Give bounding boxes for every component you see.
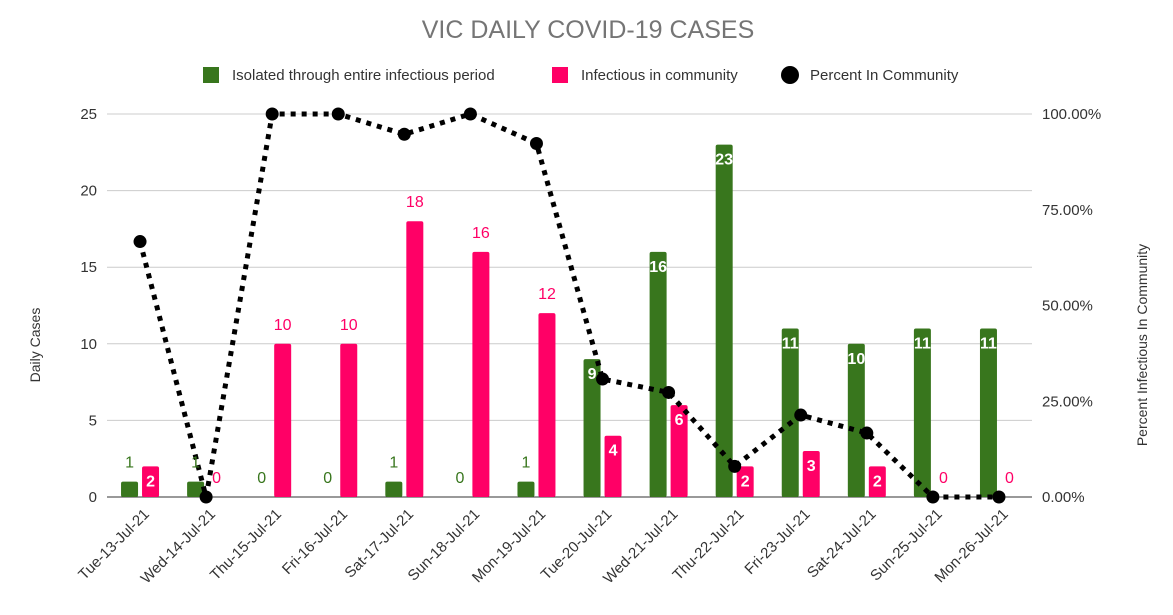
bar-infectious: [538, 313, 556, 497]
percent-point: [728, 459, 742, 473]
data-label-isolated: 1: [522, 455, 531, 472]
percent-point: [463, 107, 477, 121]
bar-isolated: [649, 251, 667, 497]
legend-marker-percent: [781, 66, 799, 84]
y2-tick-label: 75.00%: [1042, 202, 1093, 219]
data-label-infectious: 10: [274, 317, 292, 334]
legend-swatch-infectious: [552, 67, 568, 83]
y-tick-label: 25: [80, 106, 97, 123]
y-tick-label: 5: [89, 412, 97, 429]
data-label-isolated: 0: [257, 470, 266, 487]
data-label-infectious: 3: [807, 458, 816, 475]
legend-label-isolated: Isolated through entire infectious perio…: [232, 67, 495, 84]
percent-point: [133, 235, 147, 249]
data-label-infectious: 16: [472, 225, 490, 242]
data-label-infectious: 12: [538, 286, 556, 303]
percent-point: [860, 426, 874, 440]
y-tick-label: 0: [89, 489, 97, 506]
data-label-infectious: 18: [406, 194, 424, 211]
bar-isolated: [913, 328, 931, 497]
y-axis-title: Daily Cases: [27, 308, 43, 383]
data-label-infectious: 2: [146, 473, 155, 490]
percent-point: [992, 490, 1006, 504]
data-label-isolated: 16: [649, 259, 667, 276]
data-label-isolated: 1: [191, 455, 200, 472]
percent-point: [529, 136, 543, 150]
bar-isolated: [385, 481, 403, 497]
percent-point: [199, 490, 213, 504]
x-tick-label: Fri-23-Jul-21: [741, 506, 813, 578]
bar-isolated: [517, 481, 535, 497]
bar-infectious: [142, 466, 160, 497]
y2-tick-label: 50.00%: [1042, 298, 1093, 315]
legend-swatch-isolated: [203, 67, 219, 83]
x-tick-label: Fri-16-Jul-21: [279, 506, 351, 578]
bar-isolated: [715, 144, 733, 497]
data-label-infectious: 0: [1005, 470, 1014, 487]
data-label-isolated: 9: [588, 366, 597, 383]
bars: [121, 144, 997, 498]
y2-tick-label: 100.00%: [1042, 106, 1101, 123]
data-label-infectious: 2: [873, 473, 882, 490]
data-label-isolated: 11: [980, 335, 997, 352]
bar-infectious: [736, 466, 754, 497]
y2-tick-label: 0.00%: [1042, 489, 1085, 506]
data-label-isolated: 0: [455, 470, 464, 487]
percent-point: [662, 385, 676, 399]
data-label-infectious: 10: [340, 317, 358, 334]
percent-point: [794, 408, 808, 422]
data-label-isolated: 1: [389, 455, 398, 472]
legend-label-infectious: Infectious in community: [581, 67, 738, 84]
bar-infectious: [340, 343, 358, 497]
legend-label-percent: Percent In Community: [810, 67, 959, 84]
bar-isolated: [847, 343, 865, 497]
data-label-infectious: 6: [675, 412, 684, 429]
data-label-infectious: 0: [212, 470, 221, 487]
percent-point: [265, 107, 279, 121]
bar-infectious: [604, 435, 622, 497]
percent-point: [331, 107, 345, 121]
percent-point: [596, 372, 610, 386]
data-label-isolated: 0: [323, 470, 332, 487]
bar-infectious: [670, 405, 688, 497]
data-label-isolated: 11: [782, 335, 799, 352]
bar-infectious: [868, 466, 886, 497]
y2-axis-title: Percent Infectious In Community: [1134, 244, 1150, 446]
legend: Isolated through entire infectious perio…: [203, 66, 959, 84]
data-label-isolated: 10: [847, 351, 865, 368]
y-tick-label: 10: [80, 336, 97, 353]
data-label-infectious: 0: [939, 470, 948, 487]
gridlines: [107, 113, 1032, 498]
x-tick-label: Thu-15-Jul-21: [207, 506, 285, 584]
data-label-infectious: 2: [741, 473, 750, 490]
percent-line: [133, 107, 1006, 504]
data-label-isolated: 23: [715, 152, 733, 169]
percent-line-path: [137, 111, 999, 500]
data-label-isolated: 11: [914, 335, 931, 352]
axis-ticks: 05101520250.00%25.00%50.00%75.00%100.00%…: [75, 106, 1101, 587]
y-tick-label: 20: [80, 183, 97, 200]
percent-point: [397, 127, 411, 141]
bar-isolated: [979, 328, 997, 497]
bar-isolated: [187, 481, 205, 497]
y2-tick-label: 25.00%: [1042, 393, 1093, 410]
bar-isolated: [781, 328, 799, 497]
bar-infectious: [406, 221, 424, 498]
data-label-isolated: 1: [125, 455, 134, 472]
y-tick-label: 15: [80, 259, 97, 276]
percent-point: [926, 490, 940, 504]
bar-infectious: [472, 251, 490, 497]
x-tick-label: Thu-22-Jul-21: [669, 506, 747, 584]
data-label-infectious: 4: [609, 443, 618, 460]
bar-isolated: [583, 359, 601, 497]
chart-title: VIC DAILY COVID-19 CASES: [422, 16, 755, 44]
bar-infectious: [802, 451, 820, 497]
bar-infectious: [274, 343, 292, 497]
bar-isolated: [121, 481, 139, 497]
